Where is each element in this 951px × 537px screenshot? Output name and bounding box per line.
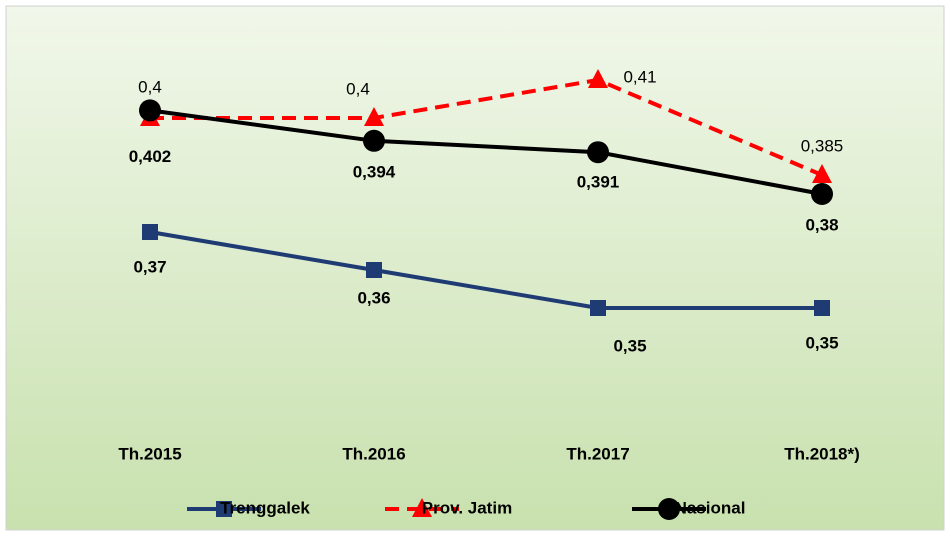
x-tick-label: Th.2017 <box>566 444 629 463</box>
data-label: 0,394 <box>353 162 396 181</box>
point <box>812 164 832 183</box>
data-label: 0,385 <box>801 136 844 155</box>
legend-marker <box>658 498 680 520</box>
point <box>590 300 606 316</box>
legend-label: Prov. Jatim <box>422 498 512 517</box>
x-tick-label: Th.2018*) <box>784 444 860 463</box>
legend-label: Nasional <box>675 498 746 517</box>
legend-marker <box>412 498 432 517</box>
data-label: 0,4 <box>346 79 370 98</box>
point <box>363 129 385 152</box>
point <box>588 69 608 88</box>
data-label: 0,38 <box>805 215 838 234</box>
point <box>139 99 161 122</box>
point <box>364 107 384 126</box>
legend-marker <box>216 501 232 517</box>
x-tick-label: Th.2015 <box>118 444 181 463</box>
point <box>814 300 830 316</box>
point <box>366 262 382 278</box>
data-label: 0,36 <box>357 288 390 307</box>
data-label: 0,37 <box>133 257 166 276</box>
point <box>811 183 833 205</box>
line <box>149 230 822 310</box>
data-label: 0,4 <box>138 77 162 96</box>
data-label: 0,391 <box>577 173 620 192</box>
legend-label: Trenggalek <box>220 498 310 517</box>
data-label: 0,41 <box>623 67 656 86</box>
point <box>142 224 158 240</box>
point <box>587 141 609 164</box>
line <box>149 108 823 196</box>
data-label: 0,35 <box>805 333 838 352</box>
data-label: 0,402 <box>129 147 172 166</box>
line <box>150 77 823 177</box>
x-tick-label: Th.2016 <box>342 444 405 463</box>
data-label: 0,35 <box>613 336 646 355</box>
chart-background <box>5 5 945 531</box>
